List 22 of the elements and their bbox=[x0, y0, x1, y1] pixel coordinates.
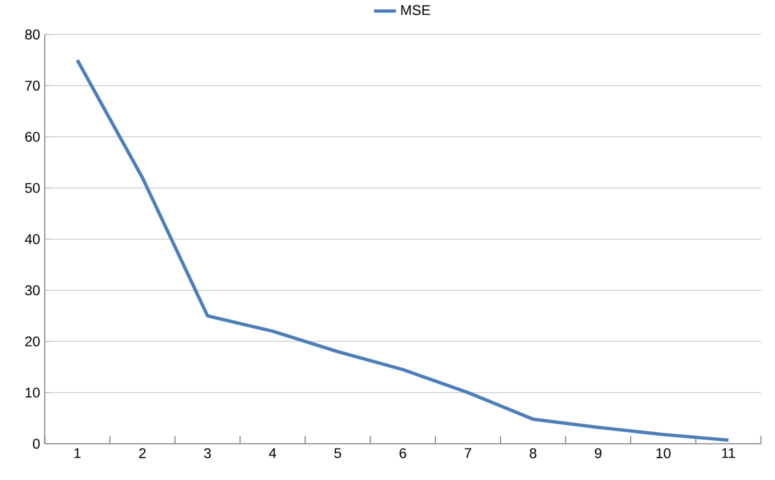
x-tick-label: 4 bbox=[269, 448, 276, 458]
y-tick-label: 50 bbox=[25, 183, 40, 194]
x-tick-label: 9 bbox=[594, 448, 602, 458]
y-tick-label: 70 bbox=[25, 80, 40, 91]
x-tick-label: 6 bbox=[400, 448, 406, 458]
x-tick-label: 10 bbox=[656, 448, 671, 458]
x-tick-label: 8 bbox=[530, 448, 536, 458]
x-tick-label: 2 bbox=[139, 448, 146, 458]
x-tick-label: 7 bbox=[464, 448, 472, 458]
y-tick-label: 80 bbox=[25, 30, 40, 40]
legend-label: MSE bbox=[401, 5, 430, 16]
y-tick-label: 20 bbox=[25, 336, 40, 347]
y-tick-label: 30 bbox=[25, 286, 40, 296]
x-tick-label: 1 bbox=[74, 448, 81, 458]
y-tick-label: 40 bbox=[24, 234, 40, 244]
x-tick-label: 5 bbox=[334, 448, 342, 458]
x-tick-label: 11 bbox=[722, 448, 735, 458]
y-tick-label: 10 bbox=[26, 388, 40, 398]
y-tick-label: 60 bbox=[25, 132, 40, 142]
y-tick-label: 0 bbox=[32, 438, 40, 449]
line-series bbox=[76, 58, 730, 442]
x-tick-label: 3 bbox=[204, 448, 211, 458]
